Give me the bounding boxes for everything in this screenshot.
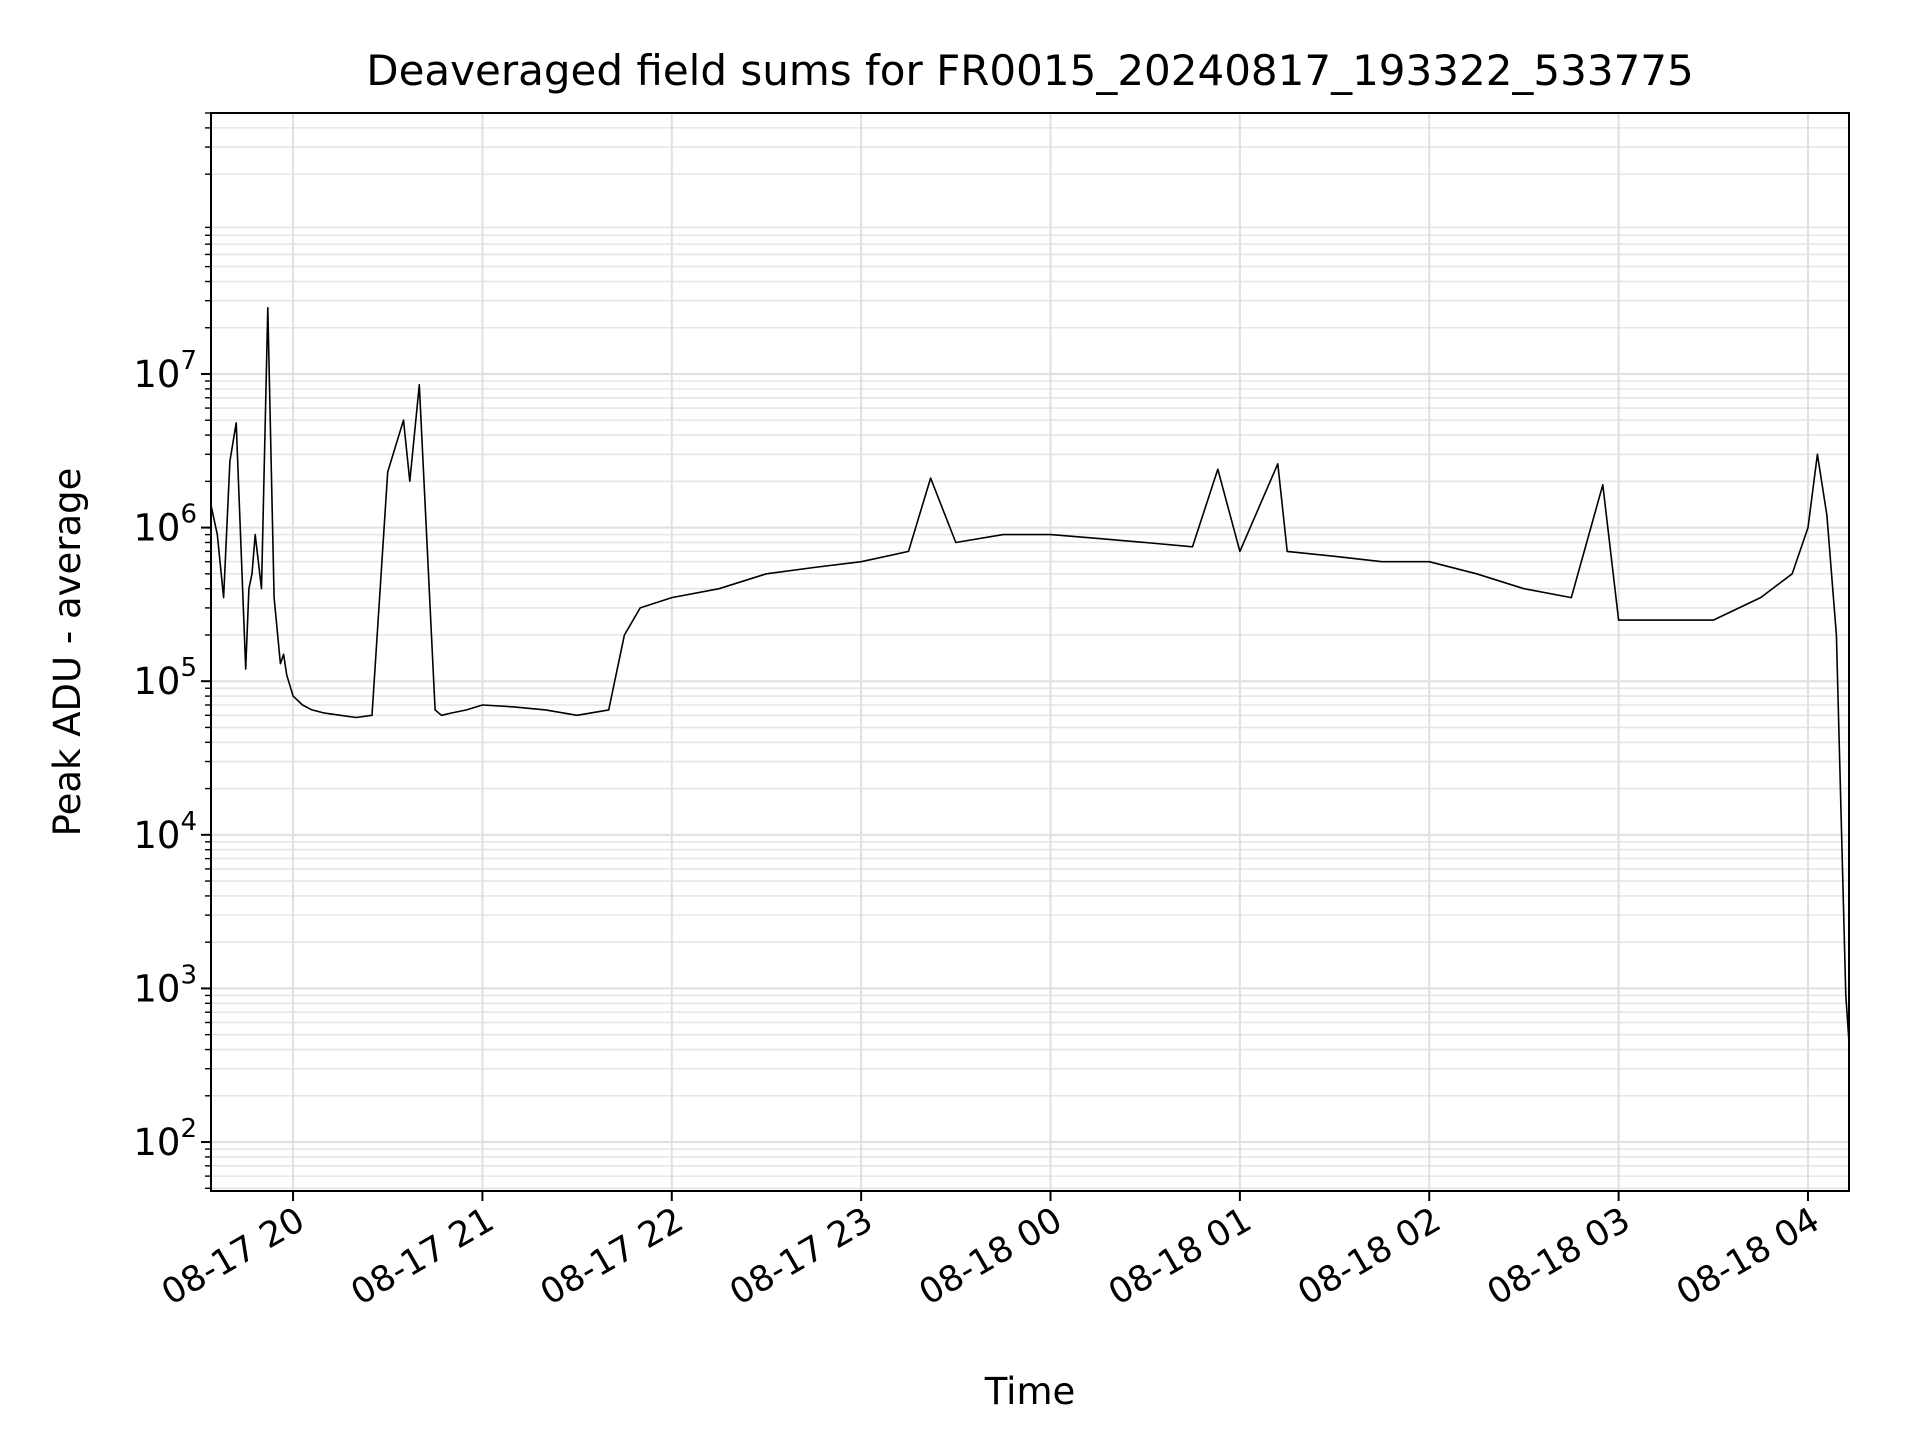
y-tick-label: 104 (133, 807, 197, 857)
y-axis-label: Peak ADU - average (46, 468, 89, 837)
x-axis-label: Time (984, 1370, 1076, 1413)
y-tick-label: 106 (133, 500, 197, 550)
chart-title: Deaveraged field sums for FR0015_2024081… (366, 46, 1694, 95)
series-line (210, 306, 1850, 1042)
y-tick-label: 102 (133, 1114, 197, 1164)
y-tick-label: 105 (133, 653, 197, 703)
y-tick-label: 107 (133, 346, 197, 396)
plot-frame (210, 112, 1850, 1192)
y-tick-label: 103 (133, 960, 197, 1010)
